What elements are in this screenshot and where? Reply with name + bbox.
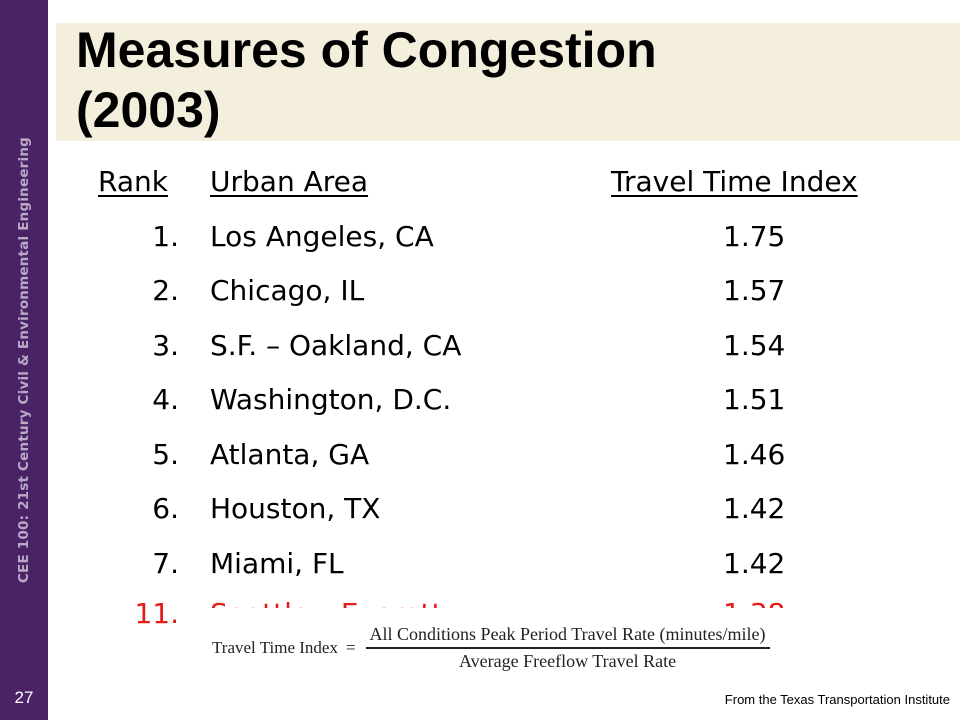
formula-fraction: All Conditions Peak Period Travel Rate (… xyxy=(365,624,770,672)
urban-area-cell: Washington, D.C. xyxy=(210,383,452,416)
urban-area-cell: Los Angeles, CA xyxy=(210,220,434,253)
travel-time-index-formula: Travel Time Index = All Conditions Peak … xyxy=(212,618,770,678)
rank-cell: 6. xyxy=(152,492,179,525)
tti-cell: 1.42 xyxy=(723,547,786,580)
formula-numerator: All Conditions Peak Period Travel Rate (… xyxy=(369,624,766,645)
tti-cell: 1.42 xyxy=(723,492,786,525)
urban-area-cell: S.F. – Oakland, CA xyxy=(210,329,462,362)
title-band xyxy=(56,23,960,141)
sidebar: CEE 100: 21st Century Civil & Environmen… xyxy=(0,0,48,720)
tti-cell: 1.46 xyxy=(723,438,786,471)
rank-cell: 1. xyxy=(152,220,179,253)
formula-equals: = xyxy=(345,638,356,657)
rank-cell: 7. xyxy=(152,547,179,580)
header-rank: Rank xyxy=(98,165,168,198)
rank-cell: 5. xyxy=(152,438,179,471)
rank-cell: 4. xyxy=(152,383,179,416)
urban-area-cell: Houston, TX xyxy=(210,492,381,525)
slide-title: Measures of Congestion (2003) xyxy=(76,20,657,140)
tti-cell: 1.75 xyxy=(723,220,786,253)
urban-area-cell: Chicago, IL xyxy=(210,274,365,307)
urban-area-cell: Atlanta, GA xyxy=(210,438,370,471)
header-travel-time-index: Travel Time Index xyxy=(611,165,858,198)
rank-cell-highlighted: 11. xyxy=(134,597,179,630)
tti-cell: 1.51 xyxy=(723,383,786,416)
tti-cell: 1.57 xyxy=(723,274,786,307)
formula-lhs: Travel Time Index xyxy=(212,638,338,657)
formula-denominator: Average Freeflow Travel Rate xyxy=(458,650,677,671)
slide-title-line-1: Measures of Congestion xyxy=(76,22,657,78)
source-credit: From the Texas Transportation Institute xyxy=(724,692,950,707)
slide-number: 27 xyxy=(14,688,34,707)
rank-cell: 2. xyxy=(152,274,179,307)
tti-cell: 1.54 xyxy=(723,329,786,362)
rank-cell: 3. xyxy=(152,329,179,362)
fraction-bar xyxy=(365,647,770,649)
header-urban-area: Urban Area xyxy=(210,165,369,198)
urban-area-cell: Miami, FL xyxy=(210,547,344,580)
slide-title-line-2: (2003) xyxy=(76,82,221,138)
